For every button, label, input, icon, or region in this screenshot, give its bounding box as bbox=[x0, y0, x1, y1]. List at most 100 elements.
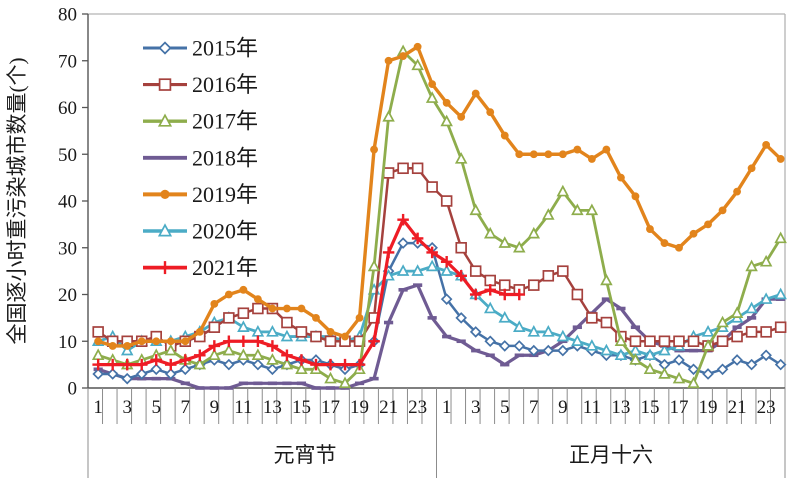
circle-marker-icon bbox=[471, 89, 480, 98]
circle-marker-icon bbox=[123, 342, 132, 350]
square-marker-icon bbox=[208, 321, 221, 333]
triangle-marker-icon bbox=[759, 254, 773, 267]
square-marker-icon bbox=[295, 326, 308, 338]
plus-marker-icon bbox=[92, 358, 104, 371]
legend-item-2019年: 2019年 bbox=[143, 182, 258, 207]
x-tick-label: 13 bbox=[611, 397, 630, 418]
diamond-marker-icon bbox=[774, 358, 787, 371]
plus-marker-icon bbox=[106, 358, 119, 371]
triangle-marker-icon bbox=[208, 348, 221, 361]
triangle-marker-icon bbox=[527, 325, 541, 337]
plus-marker-icon bbox=[252, 335, 264, 348]
x-tick-label: 15 bbox=[292, 397, 311, 418]
triangle-marker-icon bbox=[585, 203, 599, 216]
series-2021年 bbox=[92, 213, 526, 371]
circle-marker-icon bbox=[283, 304, 291, 313]
diamond-marker-icon bbox=[397, 237, 409, 249]
circle-marker-icon bbox=[631, 192, 640, 201]
dash-marker-icon bbox=[180, 381, 190, 386]
x-tick-label: 11 bbox=[583, 397, 601, 418]
square-marker-icon bbox=[440, 195, 453, 207]
triangle-marker-icon bbox=[687, 376, 700, 389]
x-tick-label: 19 bbox=[350, 397, 369, 418]
plus-marker-icon bbox=[208, 340, 221, 352]
series-group bbox=[91, 42, 787, 390]
triangle-marker-icon bbox=[759, 292, 773, 304]
x-tick-label: 15 bbox=[640, 397, 659, 418]
circle-marker-icon bbox=[776, 155, 785, 163]
series-2019年 bbox=[94, 42, 785, 350]
diamond-marker-icon bbox=[527, 344, 540, 357]
x-tick-label: 21 bbox=[379, 397, 398, 418]
dash-marker-icon bbox=[471, 348, 481, 353]
circle-marker-icon bbox=[617, 173, 625, 182]
square-marker-icon bbox=[382, 167, 395, 179]
square-marker-icon bbox=[158, 78, 172, 91]
diamond-marker-icon bbox=[150, 363, 163, 376]
triangle-marker-icon bbox=[658, 367, 671, 379]
circle-marker-icon bbox=[544, 150, 553, 159]
plus-marker-icon bbox=[310, 358, 322, 371]
dash-marker-icon bbox=[732, 325, 742, 330]
circle-marker-icon bbox=[152, 337, 161, 346]
legend-label: 2020年 bbox=[192, 219, 258, 244]
dash-marker-icon bbox=[398, 288, 408, 292]
triangle-marker-icon bbox=[338, 376, 352, 389]
plus-marker-icon bbox=[440, 256, 453, 268]
triangle-marker-icon bbox=[774, 287, 787, 300]
triangle-marker-icon bbox=[157, 113, 173, 127]
circle-marker-icon bbox=[384, 56, 393, 65]
triangle-marker-icon bbox=[367, 259, 381, 272]
diamond-marker-icon bbox=[469, 326, 482, 338]
dash-marker-icon bbox=[442, 334, 452, 339]
x-tick-label: 7 bbox=[529, 397, 539, 418]
circle-marker-icon bbox=[137, 337, 146, 346]
circle-marker-icon bbox=[602, 145, 611, 154]
square-marker-icon bbox=[571, 288, 584, 301]
triangle-marker-icon bbox=[164, 343, 178, 356]
triangle-marker-icon bbox=[222, 343, 236, 356]
dash-marker-icon bbox=[485, 353, 495, 358]
diamond-marker-icon bbox=[673, 354, 685, 366]
triangle-marker-icon bbox=[498, 311, 512, 323]
legend-label: 2017年 bbox=[192, 109, 258, 134]
square-marker-icon bbox=[92, 326, 104, 338]
legend-item-2015年: 2015年 bbox=[143, 36, 258, 61]
triangle-marker-icon bbox=[91, 348, 105, 361]
day-label-yuanxiaojie: 元宵节 bbox=[274, 443, 337, 467]
triangle-marker-icon bbox=[120, 343, 134, 356]
diamond-marker-icon bbox=[687, 363, 700, 376]
diamond-marker-icon bbox=[513, 340, 526, 352]
square-marker-icon bbox=[426, 181, 438, 193]
triangle-marker-icon bbox=[745, 301, 758, 314]
circle-marker-icon bbox=[428, 80, 437, 89]
circle-marker-icon bbox=[762, 140, 771, 149]
circle-marker-icon bbox=[326, 327, 335, 336]
triangle-marker-icon bbox=[745, 259, 758, 272]
square-marker-icon bbox=[397, 162, 409, 175]
circle-marker-icon bbox=[515, 150, 524, 159]
circle-marker-icon bbox=[704, 220, 712, 229]
plus-marker-icon bbox=[121, 358, 133, 371]
y-tick-label: 20 bbox=[58, 285, 77, 306]
square-marker-icon bbox=[731, 330, 743, 343]
square-marker-icon bbox=[528, 279, 540, 291]
circle-marker-icon bbox=[587, 155, 596, 163]
dash-marker-icon bbox=[325, 386, 336, 390]
diamond-marker-icon bbox=[542, 344, 555, 357]
triangle-marker-icon bbox=[585, 339, 599, 351]
triangle-marker-icon bbox=[193, 357, 207, 370]
square-marker-icon bbox=[469, 265, 482, 277]
diamond-marker-icon bbox=[498, 340, 511, 352]
circle-marker-icon bbox=[181, 337, 190, 346]
triangle-marker-icon bbox=[411, 58, 424, 71]
triangle-marker-icon bbox=[266, 325, 279, 337]
dash-marker-icon bbox=[224, 386, 234, 390]
y-axis-title: 全国逐小时重污染城市数量(个) bbox=[5, 58, 29, 345]
triangle-marker-icon bbox=[513, 320, 526, 332]
x-tick-label: 5 bbox=[500, 397, 510, 418]
diamond-marker-icon bbox=[135, 368, 148, 380]
plus-marker-icon bbox=[324, 358, 337, 371]
circle-marker-icon bbox=[646, 225, 654, 233]
